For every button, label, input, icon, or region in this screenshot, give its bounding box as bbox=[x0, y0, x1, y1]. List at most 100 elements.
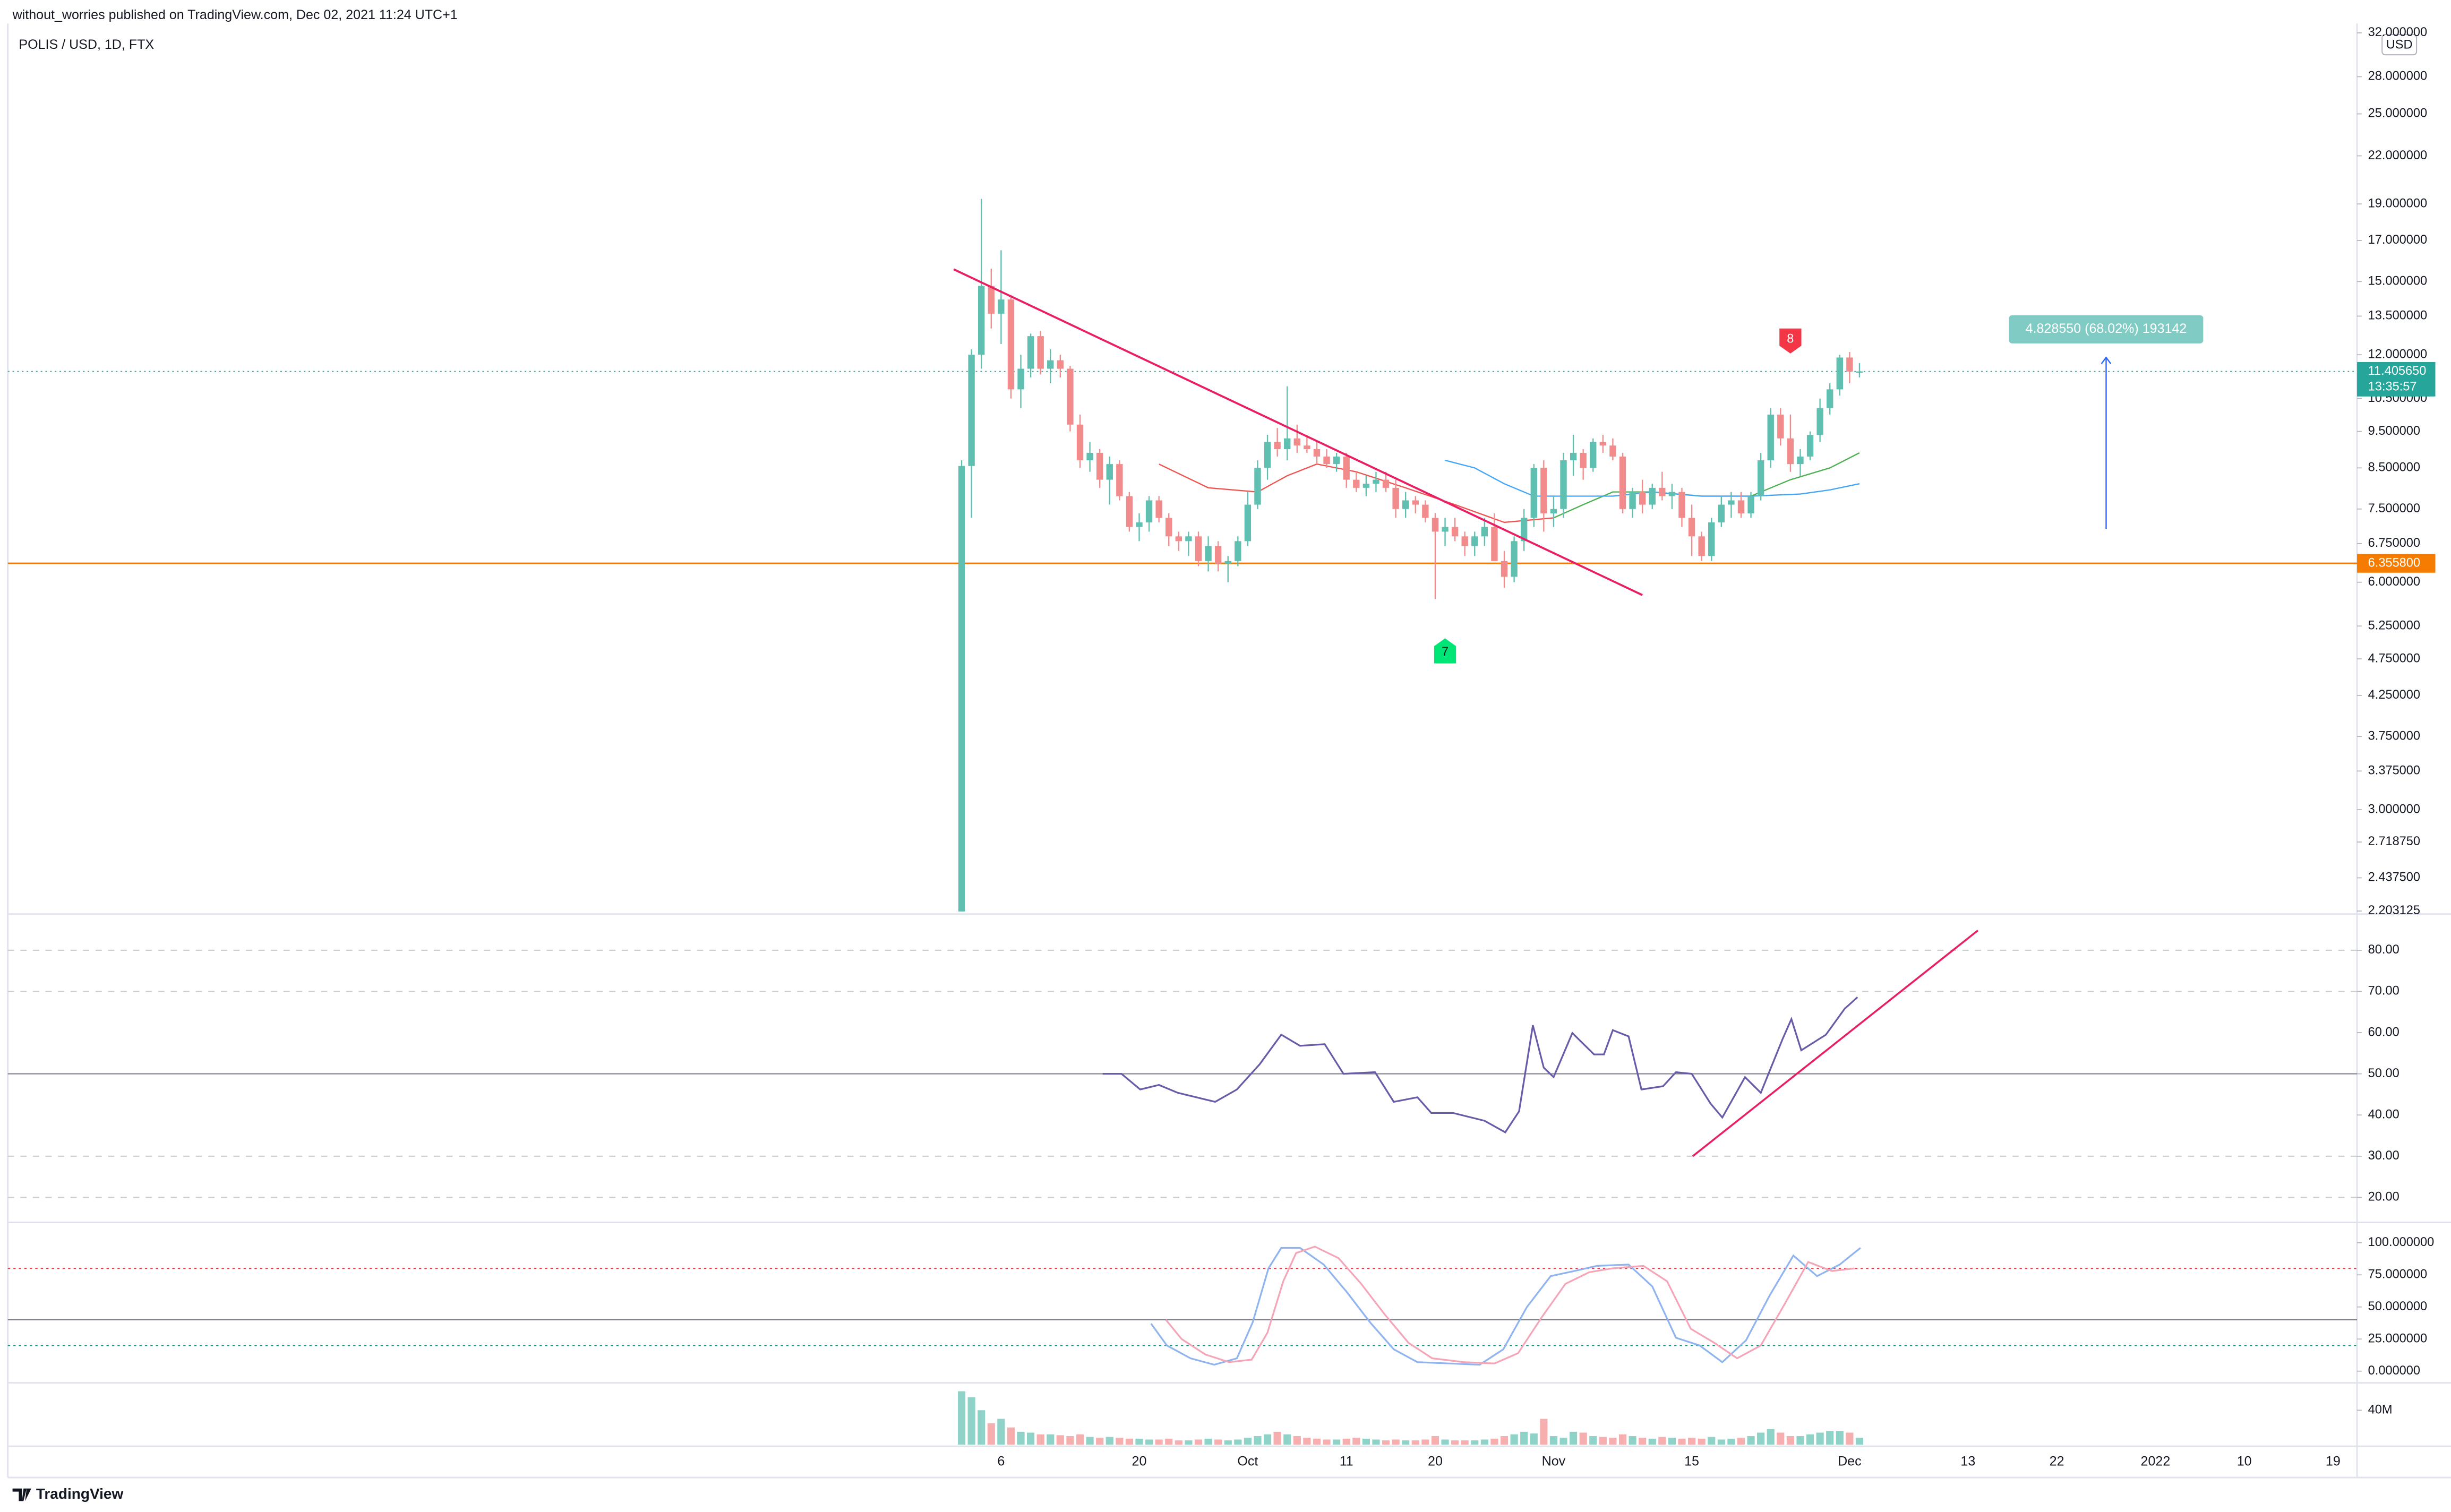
y-tick-label: 2.718750 bbox=[2368, 834, 2420, 848]
candle-body bbox=[1481, 527, 1488, 537]
candle-body bbox=[1175, 536, 1182, 542]
volume-bar bbox=[1096, 1438, 1104, 1445]
y-tick-label: 17.000000 bbox=[2368, 233, 2427, 246]
x-tick-label: 10 bbox=[2237, 1454, 2252, 1468]
candle-body bbox=[1205, 546, 1212, 561]
candle-body bbox=[1244, 504, 1252, 542]
volume-bar bbox=[1431, 1436, 1439, 1445]
volume-bar bbox=[1836, 1431, 1844, 1445]
candle-body bbox=[968, 355, 975, 466]
candle-body bbox=[1649, 487, 1656, 505]
candle-body bbox=[1037, 336, 1044, 369]
candle-body bbox=[1007, 299, 1015, 390]
pane: 32.000000 28.000000 25.000000 22.000000 19.0… bbox=[7, 25, 2436, 1468]
candle-body bbox=[1067, 368, 1074, 425]
volume-bar bbox=[1135, 1438, 1143, 1445]
candle-body bbox=[1836, 357, 1843, 390]
candle-body bbox=[1747, 496, 1754, 514]
candle-body bbox=[1057, 360, 1064, 369]
volume-bar bbox=[1293, 1436, 1301, 1445]
candle-body bbox=[1688, 518, 1695, 537]
volume-bar bbox=[1273, 1431, 1281, 1445]
candle-body bbox=[1846, 357, 1853, 372]
volume-bar bbox=[1017, 1431, 1025, 1445]
candle-body bbox=[1126, 496, 1133, 527]
y-tick-label: 75.000000 bbox=[2368, 1267, 2427, 1281]
candle-body bbox=[1047, 360, 1054, 369]
candle-body bbox=[1353, 479, 1360, 488]
y-tick-label: 30.00 bbox=[2368, 1148, 2399, 1162]
candle-body bbox=[1767, 414, 1774, 461]
volume-bar bbox=[1510, 1434, 1518, 1445]
x-tick-label: Nov bbox=[1542, 1454, 1566, 1468]
x-tick-label: 15 bbox=[1684, 1454, 1699, 1468]
candle-body bbox=[1827, 389, 1833, 408]
volume-bar bbox=[1717, 1439, 1725, 1445]
y-tick-label: 6.000000 bbox=[2368, 574, 2420, 588]
candle-body bbox=[1214, 546, 1222, 564]
indicator-line bbox=[1165, 1245, 1855, 1364]
y-tick-label: 20.00 bbox=[2368, 1190, 2399, 1204]
candle-body bbox=[1708, 522, 1715, 556]
candle-body bbox=[1235, 541, 1241, 561]
candle-body bbox=[1461, 536, 1468, 546]
candle-body bbox=[1451, 527, 1459, 537]
candle-body bbox=[958, 466, 965, 912]
volume-bar bbox=[1076, 1434, 1084, 1445]
volume-bar bbox=[1777, 1432, 1785, 1445]
volume-bar bbox=[1490, 1438, 1498, 1445]
y-tick-label: 3.375000 bbox=[2368, 763, 2420, 777]
volume-bar bbox=[1549, 1436, 1558, 1445]
candle-body bbox=[1659, 487, 1666, 496]
volume-bar bbox=[1451, 1440, 1459, 1445]
y-tick-label: 60.00 bbox=[2368, 1025, 2399, 1038]
volume-bar bbox=[1382, 1440, 1390, 1445]
volume-bar bbox=[1342, 1438, 1350, 1445]
volume-bar bbox=[1698, 1438, 1706, 1445]
candle-body bbox=[1136, 522, 1143, 527]
candle-body bbox=[1432, 518, 1439, 532]
x-tick-label: 20 bbox=[1428, 1454, 1443, 1468]
trendline bbox=[1692, 930, 1979, 1157]
volume-bar bbox=[1175, 1440, 1182, 1445]
volume-bar bbox=[1323, 1439, 1331, 1445]
volume-bar bbox=[1145, 1439, 1153, 1445]
candle-body bbox=[1787, 438, 1794, 465]
volume-bar bbox=[1480, 1439, 1488, 1445]
countdown-label: 13:35:57 bbox=[2368, 379, 2417, 393]
candle-body bbox=[1678, 492, 1685, 518]
y-tick-label: 70.00 bbox=[2368, 984, 2399, 998]
candle-body bbox=[1599, 442, 1607, 446]
last-price-box bbox=[2357, 362, 2436, 397]
y-tick-label: 19.000000 bbox=[2368, 196, 2427, 210]
candle-body bbox=[1185, 536, 1192, 542]
y-tick-label: 22.000000 bbox=[2368, 148, 2427, 162]
volume-bar bbox=[1244, 1438, 1252, 1445]
volume-bar bbox=[1796, 1436, 1804, 1445]
volume-bar bbox=[1737, 1438, 1745, 1445]
volume-bar bbox=[1421, 1439, 1429, 1445]
volume-bar bbox=[997, 1419, 1005, 1445]
publisher-line: without_worries published on TradingView… bbox=[12, 7, 458, 22]
volume-bar bbox=[1333, 1439, 1341, 1445]
candle-body bbox=[1471, 536, 1478, 546]
candle-body bbox=[1373, 479, 1379, 484]
unit-label: USD bbox=[2386, 38, 2413, 51]
candle-body bbox=[1096, 452, 1103, 480]
candle-body bbox=[1491, 527, 1498, 561]
signal-label: 7 bbox=[1442, 645, 1449, 658]
signal-marker bbox=[1779, 328, 1802, 354]
candle-body bbox=[1017, 368, 1024, 390]
candle-body bbox=[1145, 500, 1153, 522]
y-tick-label: 13.500000 bbox=[2368, 308, 2427, 322]
candle-body bbox=[1323, 456, 1330, 465]
candle-body bbox=[1195, 536, 1202, 561]
volume-bar bbox=[1618, 1434, 1627, 1445]
candle-body bbox=[1511, 541, 1518, 577]
candle-body bbox=[1412, 500, 1419, 505]
volume-bar bbox=[1855, 1438, 1864, 1445]
candle-body bbox=[1155, 500, 1162, 518]
volume-bar bbox=[1589, 1436, 1597, 1445]
volume-bar bbox=[1687, 1438, 1696, 1445]
volume-bar bbox=[1007, 1427, 1015, 1445]
